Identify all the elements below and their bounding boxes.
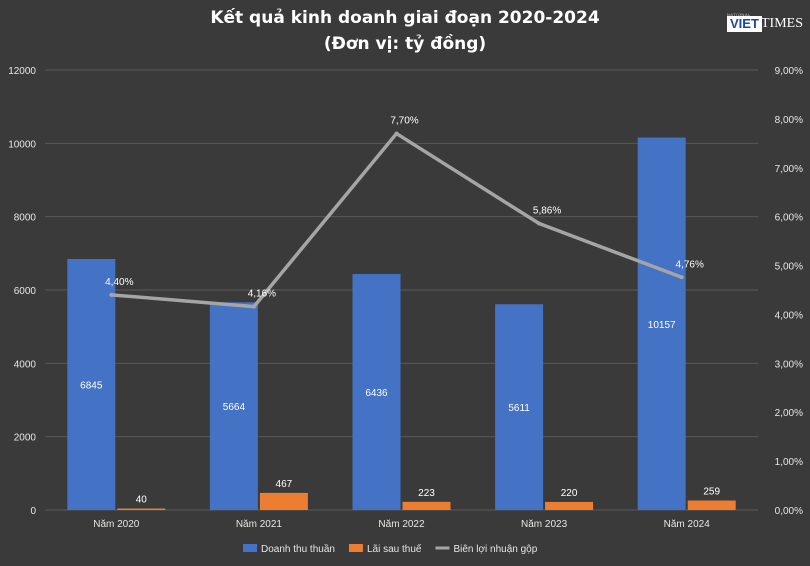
line-label: 5,86% — [533, 206, 561, 217]
legend-label: Lãi sau thuế — [367, 543, 422, 555]
line-label: 4,76% — [676, 259, 704, 270]
y-right-tick-label: 7,00% — [775, 164, 803, 175]
y-right-tick-label: 9,00% — [775, 66, 803, 77]
bar-lai-sau-thue — [402, 501, 451, 510]
line-point — [251, 304, 256, 309]
bar-label-doanh-thu: 5664 — [223, 402, 246, 413]
bar-label-lai-sau-thue: 467 — [276, 479, 293, 490]
line-label: 7,70% — [390, 116, 418, 127]
y-right-tick-label: 4,00% — [775, 310, 803, 321]
y-right-tick-label: 2,00% — [775, 408, 803, 419]
x-tick-label: Năm 2024 — [664, 519, 711, 530]
line-label: 4,40% — [105, 277, 133, 288]
bar-doanh-thu — [495, 304, 544, 510]
bar-label-doanh-thu: 6845 — [80, 381, 103, 392]
y-right-tick-label: 0,00% — [775, 506, 803, 517]
bar-label-lai-sau-thue: 259 — [703, 487, 720, 498]
logo-mark: VIET — [727, 16, 762, 32]
y-left-tick-label: 4000 — [14, 359, 37, 370]
bar-doanh-thu — [209, 302, 258, 510]
chart-title: Kết quả kinh doanh giai đoạn 2020-2024 — [210, 8, 600, 28]
x-tick-label: Năm 2022 — [378, 519, 425, 530]
bar-lai-sau-thue — [545, 501, 594, 510]
y-right-tick-label: 8,00% — [775, 115, 803, 126]
y-left-tick-label: 10000 — [8, 139, 36, 150]
chart-subtitle: (Đơn vị: tỷ đồng) — [323, 34, 487, 54]
bar-label-doanh-thu: 6436 — [365, 388, 388, 399]
line-point — [109, 292, 114, 297]
line-label: 4,16% — [248, 289, 276, 300]
x-tick-label: Năm 2021 — [236, 519, 283, 530]
bar-doanh-thu — [67, 259, 116, 510]
y-left-tick-label: 8000 — [14, 213, 37, 224]
y-right-tick-label: 1,00% — [775, 457, 803, 468]
y-left-tick-label: 2000 — [14, 433, 37, 444]
y-left-tick-label: 6000 — [14, 286, 37, 297]
bar-doanh-thu — [637, 137, 686, 510]
bar-lai-sau-thue — [259, 492, 308, 510]
bar-label-lai-sau-thue: 220 — [561, 488, 578, 499]
legend-label: Doanh thu thuần — [261, 543, 335, 555]
y-right-tick-label: 6,00% — [775, 213, 803, 224]
bar-label-doanh-thu: 5611 — [508, 403, 530, 414]
bar-label-lai-sau-thue: 223 — [418, 488, 435, 499]
line-point — [394, 131, 399, 136]
x-tick-label: Năm 2023 — [521, 519, 568, 530]
y-left-tick-label: 0 — [30, 506, 36, 517]
y-right-tick-label: 5,00% — [775, 262, 803, 273]
viettimes-logo: NATIONAL VIET TIMES — [727, 12, 803, 34]
logo-subtext: NATIONAL — [727, 12, 751, 17]
y-right-tick-label: 3,00% — [775, 359, 803, 370]
line-point — [537, 221, 542, 226]
legend-swatch — [243, 544, 257, 552]
bar-lai-sau-thue — [687, 500, 736, 510]
bar-doanh-thu — [352, 274, 401, 510]
legend-swatch — [348, 544, 363, 552]
line-point — [679, 275, 684, 280]
legend-label: Biên lợi nhuận gộp — [453, 544, 537, 555]
bar-lai-sau-thue — [117, 508, 166, 510]
bar-label-doanh-thu: 10157 — [648, 320, 676, 331]
y-left-tick-label: 12000 — [8, 66, 36, 77]
bar-label-lai-sau-thue: 40 — [136, 495, 148, 506]
x-tick-label: Năm 2020 — [93, 519, 140, 530]
logo-text: TIMES — [761, 16, 803, 31]
